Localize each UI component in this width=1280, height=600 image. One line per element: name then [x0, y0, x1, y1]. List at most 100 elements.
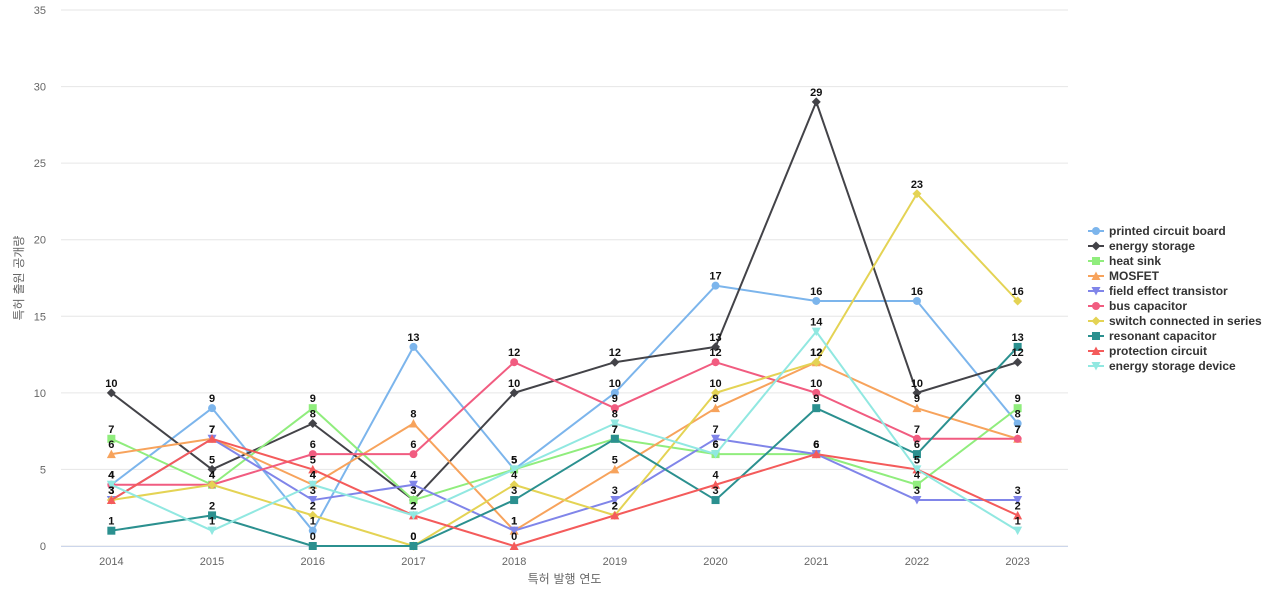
data-label: 6	[813, 439, 819, 451]
legend-item[interactable]: switch connected in series	[1088, 314, 1262, 328]
data-label: 3	[410, 485, 416, 497]
legend-label: energy storage	[1109, 239, 1195, 253]
data-label: 3	[310, 485, 316, 497]
data-label: 12	[709, 347, 721, 359]
data-label: 0	[310, 531, 316, 543]
legend-item[interactable]: MOSFET	[1088, 269, 1160, 283]
data-label: 4	[108, 470, 115, 482]
legend-marker	[1092, 227, 1100, 235]
data-point	[509, 480, 519, 490]
data-point	[711, 388, 721, 398]
legend-marker	[1091, 241, 1101, 251]
series-line	[110, 284, 1019, 532]
x-axis-title: 특허 발행 연도	[528, 571, 602, 586]
data-label: 2	[410, 500, 416, 512]
data-label: 4	[209, 470, 216, 482]
data-point	[1013, 496, 1023, 505]
data-label: 12	[1012, 347, 1024, 359]
data-point	[308, 510, 318, 520]
y-tick-label: 35	[34, 5, 46, 17]
data-label: 2	[1015, 500, 1021, 512]
data-label: 10	[709, 378, 721, 390]
data-point	[509, 465, 519, 474]
data-point	[912, 450, 921, 459]
data-label: 12	[609, 347, 621, 359]
data-label: 23	[911, 179, 923, 191]
data-point	[610, 434, 619, 443]
series-line	[110, 407, 1019, 502]
legend-item[interactable]: resonant capacitor	[1088, 329, 1217, 343]
data-point	[308, 404, 317, 413]
data-label: 1	[108, 516, 114, 528]
data-point	[1013, 526, 1023, 536]
data-label: 6	[813, 439, 819, 451]
data-point	[912, 296, 921, 305]
legend-item[interactable]: bus capacitor	[1088, 299, 1187, 313]
series-lines	[106, 97, 1023, 551]
data-label: 7	[712, 424, 718, 436]
series-line	[110, 437, 1019, 547]
x-tick-label: 2021	[804, 556, 828, 568]
series-line	[110, 361, 1019, 486]
legend-label: energy storage device	[1109, 359, 1236, 373]
data-label: 6	[813, 439, 819, 451]
x-tick-label: 2015	[200, 556, 224, 568]
legend-item[interactable]: energy storage device	[1088, 359, 1236, 373]
data-point	[409, 496, 418, 505]
data-label: 9	[813, 393, 819, 405]
data-point	[912, 189, 922, 199]
data-label: 16	[911, 286, 923, 298]
data-label: 3	[108, 485, 114, 497]
data-label: 0	[511, 531, 517, 543]
legend-label: heat sink	[1109, 254, 1161, 268]
data-label: 2	[612, 500, 618, 512]
data-label: 5	[612, 454, 618, 466]
y-tick-label: 5	[40, 464, 46, 476]
data-label: 7	[108, 424, 114, 436]
data-point	[812, 404, 821, 413]
data-label: 16	[810, 286, 822, 298]
data-point	[308, 480, 318, 490]
data-label: 6	[108, 439, 114, 451]
data-label: 0	[410, 531, 416, 543]
data-point	[811, 357, 821, 367]
legend-item[interactable]: protection circuit	[1088, 344, 1207, 358]
data-point	[610, 357, 620, 367]
legend-item[interactable]: printed circuit board	[1088, 224, 1226, 238]
series-7	[107, 342, 1022, 550]
data-label: 2	[310, 500, 316, 512]
data-label: 4	[209, 470, 216, 482]
data-label: 5	[511, 454, 517, 466]
data-point	[308, 450, 317, 459]
data-label: 5	[310, 454, 316, 466]
legend-item[interactable]: energy storage	[1088, 239, 1195, 253]
data-label: 10	[508, 378, 520, 390]
legend-item[interactable]: field effect transistor	[1088, 284, 1228, 298]
data-label: 7	[612, 424, 618, 436]
data-label: 9	[209, 393, 215, 405]
x-tick-label: 2019	[603, 556, 627, 568]
data-point	[610, 496, 620, 505]
series-0	[107, 281, 1022, 535]
data-point	[409, 342, 418, 351]
data-label: 3	[712, 485, 718, 497]
data-point	[711, 403, 721, 413]
data-label: 9	[712, 393, 718, 405]
y-axis-title: 특허 출원 공개량	[12, 236, 26, 321]
data-label: 3	[511, 485, 517, 497]
data-label: 1	[310, 516, 316, 528]
data-point	[711, 281, 720, 290]
x-tick-label: 2016	[301, 556, 325, 568]
data-point	[408, 480, 418, 490]
legend-item[interactable]: heat sink	[1088, 254, 1161, 268]
data-label: 17	[709, 271, 721, 283]
data-point	[812, 388, 821, 397]
legend-label: MOSFET	[1109, 269, 1160, 283]
y-tick-label: 25	[34, 158, 46, 170]
data-point	[106, 388, 116, 398]
data-label: 5	[209, 454, 215, 466]
series-9	[106, 327, 1023, 536]
data-label: 16	[1012, 286, 1024, 298]
data-label: 5	[511, 454, 517, 466]
